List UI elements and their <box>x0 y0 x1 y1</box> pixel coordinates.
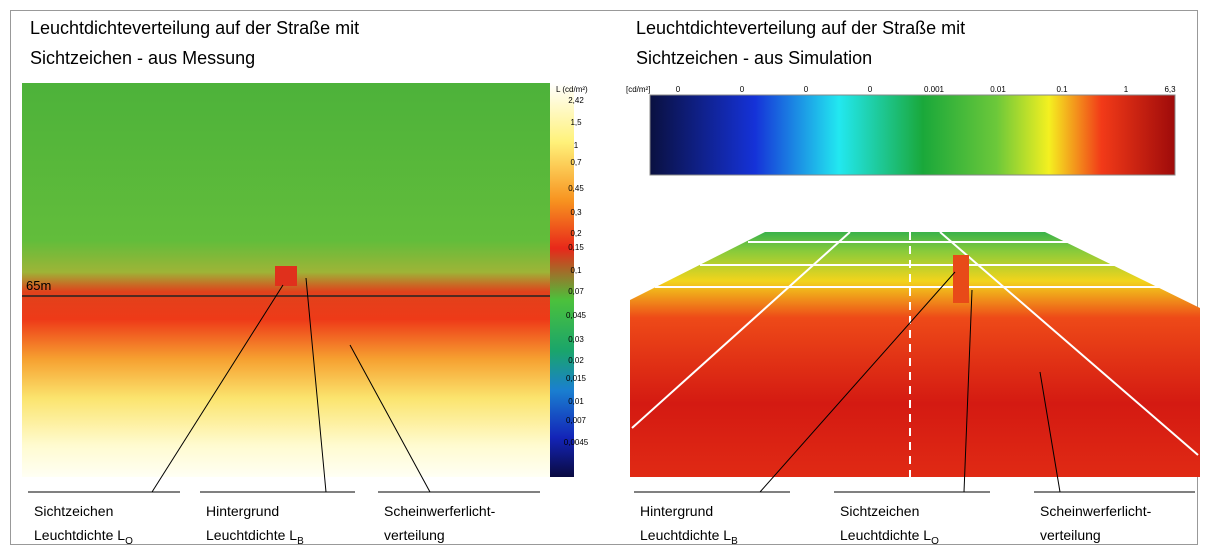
annotation: Sichtzeichen <box>34 503 113 519</box>
colorbar-label: 1 <box>574 141 579 150</box>
target <box>953 255 969 303</box>
colorbar-unit: [cd/m²] <box>626 85 650 94</box>
colorbar-label: 0,015 <box>566 374 587 383</box>
colorbar-label: 0,07 <box>568 287 584 296</box>
annotation: Hintergrund <box>640 503 713 519</box>
colorbar-label: 0,15 <box>568 243 584 252</box>
annotation: Scheinwerferlicht- <box>1040 503 1152 519</box>
colorbar <box>650 95 1175 175</box>
colorbar-unit: L (cd/m²) <box>556 85 588 94</box>
colorbar-label: 0.01 <box>990 85 1006 94</box>
figure: Leuchtdichteverteilung auf der Straße mi… <box>0 0 1208 554</box>
annotation: Hintergrund <box>206 503 279 519</box>
colorbar-label: 0 <box>676 85 681 94</box>
colorbar-label: 0,0045 <box>564 438 589 447</box>
annotation-text: verteilung <box>384 527 445 543</box>
colorbar-label: 0,45 <box>568 184 584 193</box>
left-title: Leuchtdichteverteilung auf der Straße mi… <box>30 18 359 38</box>
colorbar-labels: [cd/m²] 0 0 0 0 0.001 0.01 0.1 1 6,3 <box>626 85 1176 94</box>
colorbar-label: 0,01 <box>568 397 584 406</box>
annotation: verteilung <box>1040 527 1101 543</box>
colorbar-label: 0,03 <box>568 335 584 344</box>
annotation: Scheinwerferlicht- <box>384 503 496 519</box>
annotation-text: Leuchtdichte L <box>640 527 731 543</box>
colorbar-label: 0,1 <box>570 266 582 275</box>
colorbar-label: 0 <box>740 85 745 94</box>
simulation-image <box>630 232 1200 477</box>
annotation: verteilung <box>384 527 445 543</box>
distance-label: 65m <box>26 278 51 293</box>
subscript: O <box>931 536 939 547</box>
annotation-text: Leuchtdichte L <box>34 527 125 543</box>
left-title: Sichtzeichen - aus Messung <box>30 48 255 68</box>
colorbar-label: 0.001 <box>924 85 945 94</box>
colorbar-label: 0,3 <box>570 208 582 217</box>
colorbar-label: 0,7 <box>570 158 582 167</box>
target <box>275 266 297 286</box>
colorbar-label: 0,02 <box>568 356 584 365</box>
colorbar-label: 0,045 <box>566 311 587 320</box>
subscript: O <box>125 536 133 547</box>
colorbar-label: 6,3 <box>1164 85 1176 94</box>
colorbar-label: 0,2 <box>570 229 582 238</box>
colorbar-label: 1,5 <box>570 118 582 127</box>
colorbar-label: 1 <box>1124 85 1129 94</box>
right-title: Sichtzeichen - aus Simulation <box>636 48 872 68</box>
annotation-text: Leuchtdichte L <box>840 527 931 543</box>
right-title: Leuchtdichteverteilung auf der Straße mi… <box>636 18 965 38</box>
colorbar-label: 0 <box>868 85 873 94</box>
colorbar-label: 0,007 <box>566 416 587 425</box>
subscript: B <box>731 536 738 547</box>
colorbar-label: 2,42 <box>568 96 584 105</box>
subscript: B <box>297 536 304 547</box>
annotation-text: Leuchtdichte L <box>206 527 297 543</box>
colorbar-label: 0.1 <box>1056 85 1068 94</box>
annotation-text: verteilung <box>1040 527 1101 543</box>
colorbar-label: 0 <box>804 85 809 94</box>
annotation: Sichtzeichen <box>840 503 919 519</box>
